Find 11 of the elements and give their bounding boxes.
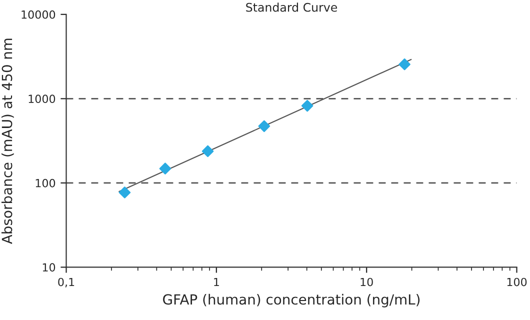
x-tick-label: 0,1: [58, 278, 74, 288]
x-tick-label: 10: [360, 278, 373, 286]
y-axis-title: Absorbance (mAU) at 450 nm: [1, 38, 14, 244]
x-tick-label: 100: [507, 278, 527, 286]
chart-title: Standard Curve: [246, 2, 338, 12]
y-tick-label: 10: [42, 263, 56, 272]
x-tick-label: 1: [214, 278, 219, 286]
y-tick-label: 1000: [28, 94, 56, 104]
y-tick-label: 10000: [22, 10, 56, 19]
x-axis-title: GFAP (human) concentration (ng/mL): [163, 294, 420, 308]
y-tick-label: 100: [36, 178, 56, 188]
